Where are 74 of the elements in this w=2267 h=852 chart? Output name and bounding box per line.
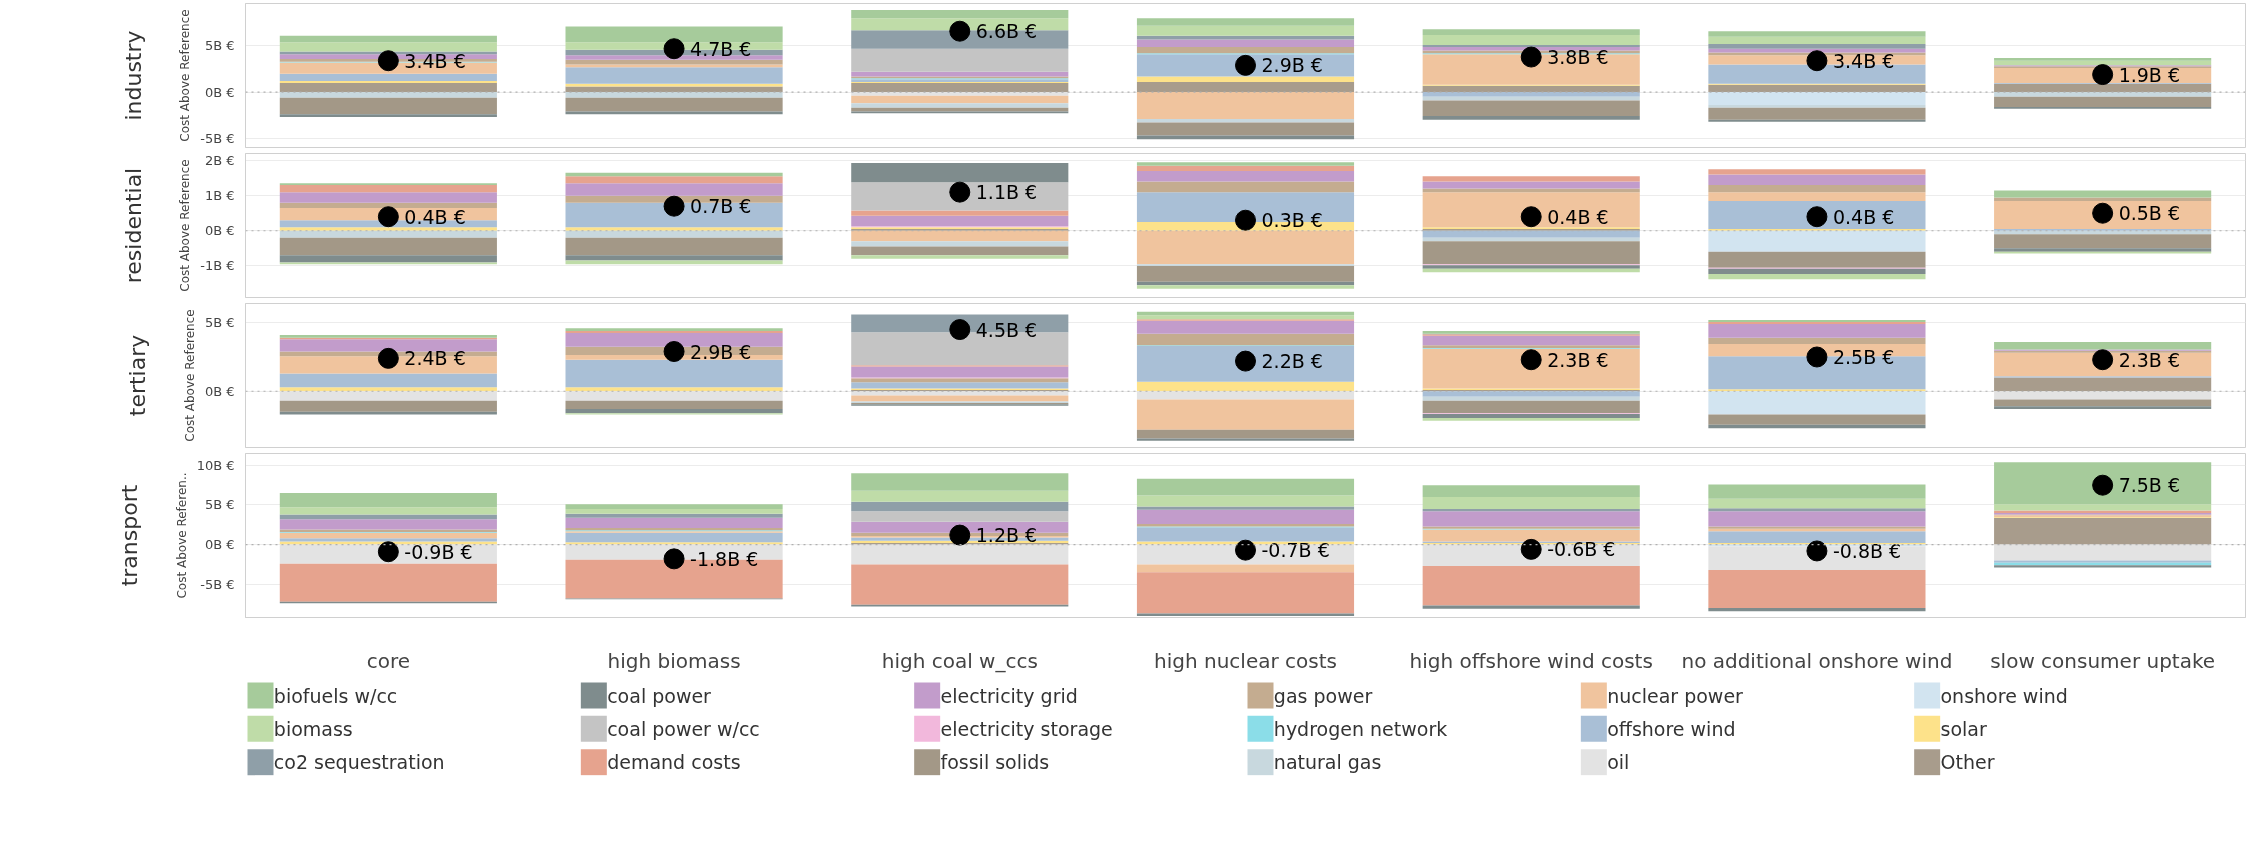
y-axis-title: Cost Above Referen.. [174,472,189,599]
legend-label: onshore wind [1940,684,2068,707]
y-axis-title: Cost Above Reference [178,9,193,142]
legend-label: oil [1607,751,1630,774]
x-tick-label: high nuclear costs [1154,648,1337,673]
data-label: 0.4B € [1547,205,1609,228]
data-label: 1.1B € [975,181,1038,204]
y-tick-label: 0B € [204,223,235,239]
y-tick-label: 5B € [204,497,235,513]
data-label: 0.4B € [1832,205,1895,228]
data-label: 2.3B € [2118,348,2181,371]
data-label: 6.6B € [975,20,1038,43]
data-label: 0.3B € [1261,209,1323,232]
data-label: -0.9B € [404,540,473,563]
legend-label: biofuels w/cc [273,684,398,707]
y-tick-label: 10B € [196,457,235,473]
x-tick-label: high offshore wind costs [1409,648,1653,673]
data-label: 0.7B € [690,195,752,218]
x-tick-label: high biomass [607,648,741,673]
text: industry [120,30,146,121]
y-tick-label: -5B € [200,576,235,592]
data-label: -0.8B € [1832,539,1902,562]
y-tick-label: -5B € [200,130,235,146]
legend-label: electricity grid [940,684,1078,707]
data-label: 7.5B € [2118,474,2181,497]
y-axis-title: Cost Above Reference [182,309,197,442]
y-tick-label: 2B € [204,153,235,169]
x-tick-label: high coal w_ccs [881,648,1038,673]
data-label: 2.4B € [404,347,466,370]
data-label: 2.5B € [1832,345,1895,368]
text: transport [116,484,142,587]
legend-label: Other [1940,751,1995,774]
data-label: 3.8B € [1547,46,1609,69]
y-tick-label: 5B € [204,315,235,331]
x-tick-label: core [366,648,411,673]
legend-label: electricity storage [940,717,1113,740]
text: tertiary [124,334,150,417]
legend-label: hydrogen network [1273,717,1448,740]
data-label: 2.3B € [1547,348,1609,371]
legend-label: co2 sequestration [273,751,445,774]
data-label: 0.5B € [2118,202,2181,225]
y-tick-label: 0B € [204,84,235,100]
data-label: 4.5B € [975,318,1038,341]
y-tick-label: 0B € [204,383,235,399]
data-label: -0.7B € [1261,539,1330,562]
y-tick-label: 0B € [204,537,235,553]
legend-label: coal power [607,684,712,707]
y-tick-label: 5B € [204,38,235,54]
data-label: 2.2B € [1261,350,1323,373]
data-label: 2.9B € [690,340,752,363]
legend-label: natural gas [1273,751,1382,774]
data-label: 1.2B € [975,524,1038,547]
legend-label: gas power [1273,684,1373,707]
legend-label: coal power w/cc [607,717,760,740]
data-label: 0.4B € [404,205,466,228]
legend-label: nuclear power [1607,684,1744,707]
legend-label: solar [1940,717,1987,740]
legend-label: fossil solids [940,751,1050,774]
legend-label: offshore wind [1607,717,1736,740]
data-label: 4.7B € [690,37,752,60]
data-label: 1.9B € [2118,63,2181,86]
y-tick-label: 1B € [204,188,235,204]
x-tick-label: no additional onshore wind [1681,648,1953,673]
y-tick-label: -1B € [200,258,235,274]
legend-label: biomass [273,717,353,740]
y-axis-title: Cost Above Reference [178,159,193,292]
data-label: -1.8B € [690,547,759,570]
data-label: 2.9B € [1261,54,1323,77]
x-tick-label: slow consumer uptake [1990,648,2216,673]
text: residential [120,167,146,284]
data-label: 3.4B € [1832,49,1895,72]
data-label: -0.6B € [1547,538,1616,561]
legend-label: demand costs [607,751,741,774]
data-label: 3.4B € [404,49,466,72]
